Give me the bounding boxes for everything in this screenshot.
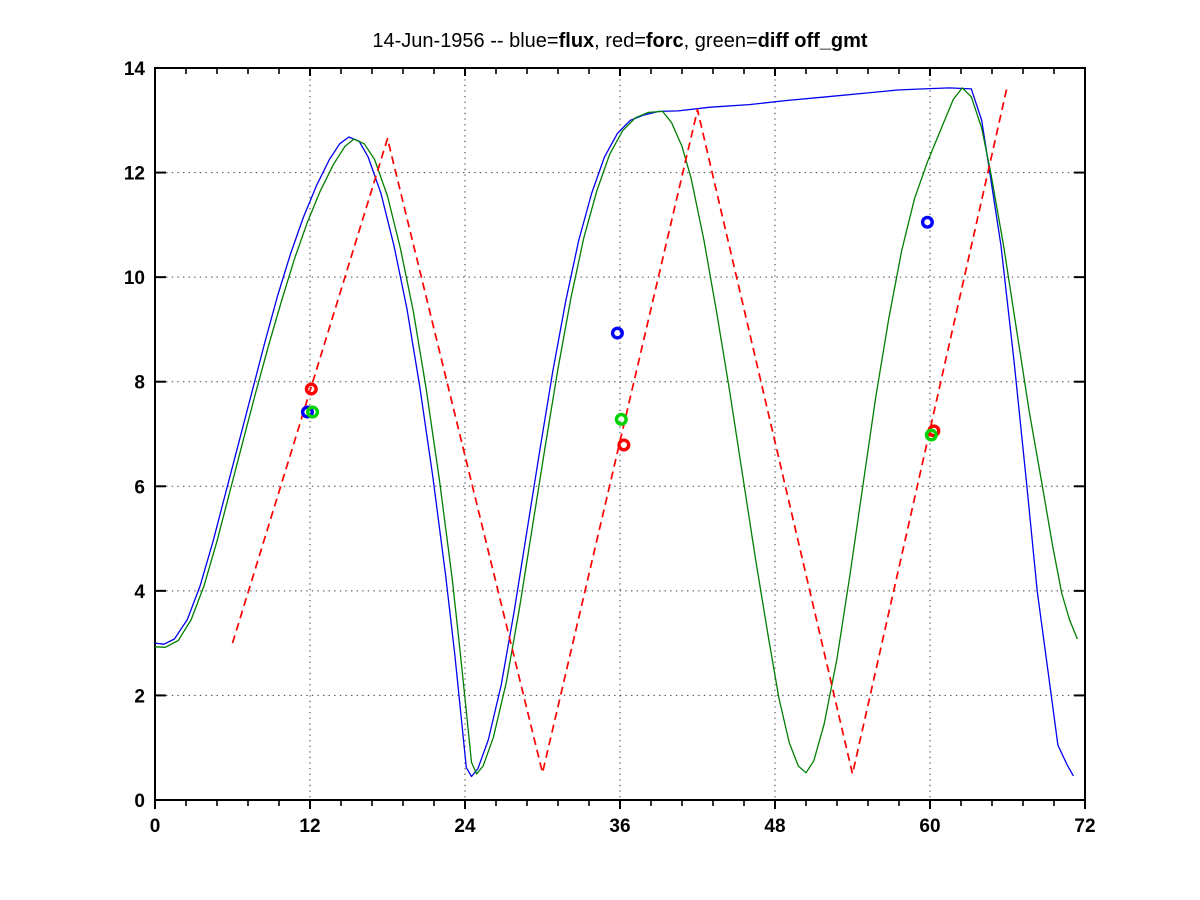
flux-obs-marker	[610, 326, 624, 340]
y-tick-label: 0	[134, 791, 145, 812]
y-tick-label: 10	[124, 268, 145, 289]
x-tick-label: 36	[609, 816, 630, 837]
diff-obs-marker	[306, 405, 320, 419]
y-tick-label: 6	[134, 477, 145, 498]
x-tick-label: 24	[454, 816, 476, 837]
x-tick-label: 0	[150, 816, 161, 837]
y-tick-label: 14	[124, 59, 146, 80]
title-segment: 14-Jun-1956 -- blue=	[372, 30, 559, 52]
diff-obs-marker	[924, 428, 938, 442]
flux-obs-marker	[300, 405, 314, 419]
forc-line	[231, 85, 1009, 775]
forc-obs-marker	[304, 382, 318, 396]
title-segment: diff off_gmt	[757, 30, 868, 52]
flux-line	[154, 87, 1074, 778]
x-tick-label: 12	[299, 816, 320, 837]
title-segment: , green=	[683, 30, 758, 52]
flux-obs-marker	[920, 215, 934, 229]
x-tick-label: 72	[1074, 816, 1095, 837]
y-tick-label: 8	[134, 373, 145, 394]
x-tick-label: 48	[764, 816, 785, 837]
forc-obs-marker	[617, 438, 631, 452]
title-segment: flux	[558, 30, 595, 52]
title-segment: , red=	[594, 30, 646, 52]
y-tick-label: 4	[134, 582, 145, 603]
diff-obs-marker	[614, 412, 628, 426]
chart-title: 14-Jun-1956 -- blue=flux, red=forc, gree…	[155, 30, 1085, 53]
x-tick-label: 60	[919, 816, 940, 837]
diff-line	[154, 87, 1078, 775]
title-segment: forc	[645, 30, 684, 52]
y-tick-label: 12	[124, 164, 145, 185]
y-tick-label: 2	[134, 686, 145, 707]
